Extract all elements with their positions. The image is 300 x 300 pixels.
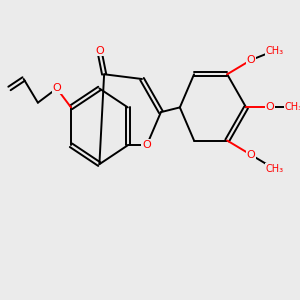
Text: CH₃: CH₃ — [284, 102, 300, 112]
Text: O: O — [142, 140, 151, 150]
Text: CH₃: CH₃ — [266, 164, 284, 174]
Text: O: O — [52, 83, 61, 94]
Text: O: O — [95, 46, 104, 56]
Text: O: O — [247, 55, 255, 65]
Text: O: O — [266, 102, 274, 112]
Text: CH₃: CH₃ — [266, 46, 284, 56]
Text: O: O — [247, 150, 255, 160]
